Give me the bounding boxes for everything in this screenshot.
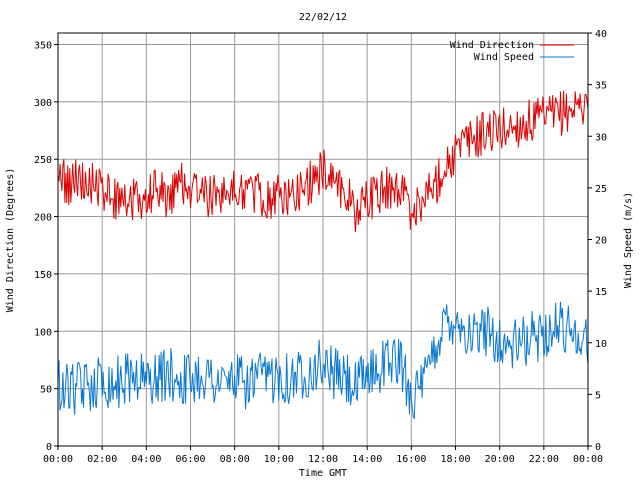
legend-label: Wind Speed [474, 52, 534, 63]
x-tick-label: 18:00 [440, 454, 470, 465]
right-tick-label: 10 [595, 339, 607, 350]
right-axis-ticks: 0 5 10 15 20 25 30 35 40 [588, 29, 607, 453]
x-tick-label: 02:00 [87, 454, 117, 465]
series-line-wind-speed [57, 301, 589, 420]
x-tick-label: 14:00 [352, 454, 382, 465]
left-tick-label: 150 [34, 270, 52, 281]
left-tick-label: 100 [34, 327, 52, 338]
right-tick-label: 5 [595, 390, 601, 401]
x-tick-label: 10:00 [264, 454, 294, 465]
right-tick-label: 15 [595, 287, 607, 298]
x-tick-label: 22:00 [529, 454, 559, 465]
x-tick-label: 16:00 [396, 454, 426, 465]
legend-label: Wind Direction [450, 40, 534, 51]
right-tick-label: 0 [595, 442, 601, 453]
left-tick-label: 300 [34, 98, 52, 109]
right-tick-label: 40 [595, 29, 607, 40]
series-layer [57, 90, 589, 420]
left-axis-ticks: 0 50 100 150 200 250 300 350 [34, 40, 58, 453]
x-tick-label: 00:00 [573, 454, 603, 465]
x-tick-label: 04:00 [131, 454, 161, 465]
x-tick-label: 20:00 [485, 454, 515, 465]
right-axis-label: Wind Speed (m/s) [623, 192, 634, 288]
x-tick-label: 06:00 [175, 454, 205, 465]
left-tick-label: 0 [46, 442, 52, 453]
x-axis-label: Time GMT [299, 468, 347, 479]
left-axis-label: Wind Direction (Degrees) [5, 168, 16, 313]
x-tick-label: 00:00 [43, 454, 73, 465]
left-tick-label: 250 [34, 155, 52, 166]
x-axis-ticks: 00:00 02:00 04:00 06:00 08:00 10:00 12:00 14:00… [43, 446, 603, 465]
x-tick-label: 08:00 [220, 454, 250, 465]
series-line-wind-direction [57, 90, 589, 232]
right-tick-label: 35 [595, 81, 607, 92]
left-tick-label: 350 [34, 40, 52, 51]
x-tick-label: 12:00 [308, 454, 338, 465]
right-tick-label: 25 [595, 184, 607, 195]
left-tick-label: 200 [34, 213, 52, 224]
left-tick-label: 50 [40, 385, 52, 396]
chart-title: 22/02/12 [299, 12, 347, 23]
right-tick-label: 20 [595, 236, 607, 247]
right-tick-label: 30 [595, 132, 607, 143]
